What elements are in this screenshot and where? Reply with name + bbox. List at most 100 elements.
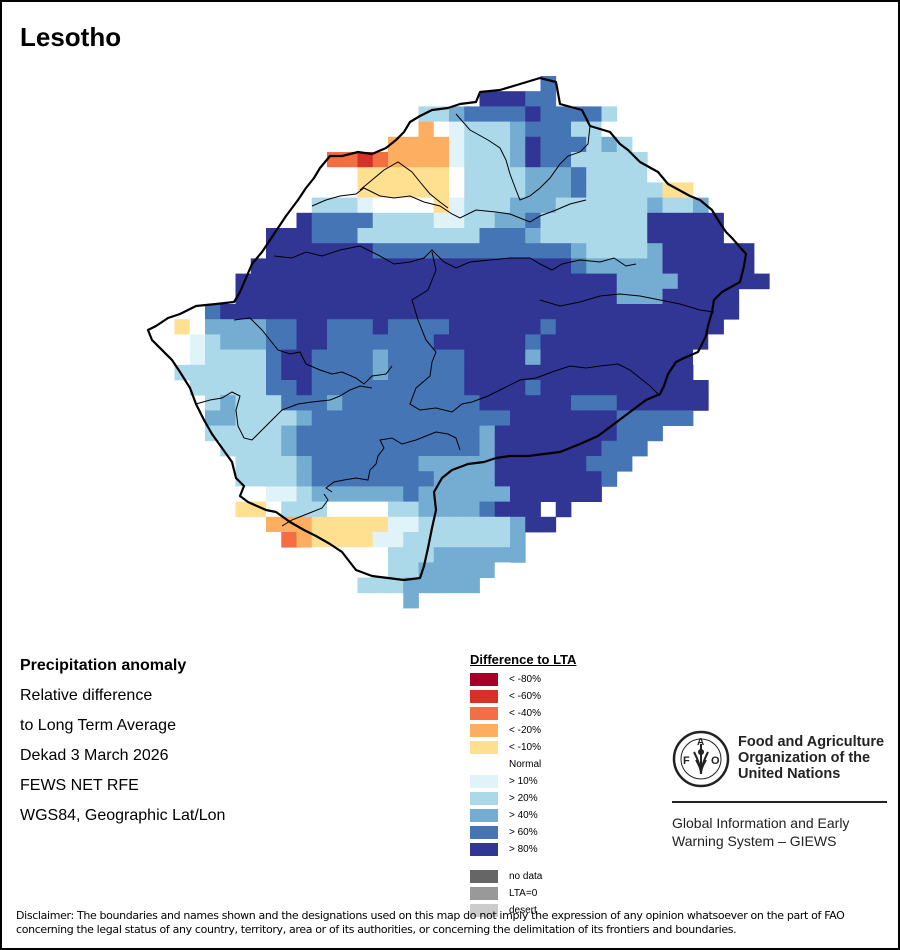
raster-cell	[281, 440, 297, 457]
raster-cell	[494, 304, 511, 320]
raster-cell	[586, 319, 602, 335]
raster-cell	[433, 273, 450, 290]
raster-cell	[479, 288, 496, 305]
raster-cell	[647, 212, 663, 229]
raster-cell	[494, 121, 511, 138]
raster-cell	[464, 425, 480, 442]
raster-cell	[357, 167, 374, 183]
raster-cell	[464, 136, 480, 153]
raster-cell	[494, 167, 511, 183]
raster-cell	[632, 425, 648, 442]
raster-cell	[601, 349, 618, 366]
raster-cell	[586, 182, 602, 198]
raster-cell	[616, 152, 633, 168]
raster-cell	[510, 288, 526, 305]
raster-cell	[418, 243, 435, 259]
raster-cell	[510, 349, 526, 366]
raster-cell	[357, 456, 374, 472]
raster-cell	[510, 91, 526, 107]
raster-cell	[235, 319, 252, 335]
raster-cell	[555, 273, 572, 290]
raster-cell	[220, 410, 236, 426]
raster-cell	[266, 273, 282, 290]
raster-cell	[296, 212, 313, 229]
raster-cell	[540, 471, 557, 487]
raster-cell	[281, 516, 297, 533]
disclaimer: Disclaimer: The boundaries and names sho…	[16, 909, 886, 937]
raster-cell	[388, 167, 404, 183]
raster-cell	[433, 456, 450, 472]
raster-cell	[357, 486, 374, 502]
legend-item: > 40%	[470, 807, 576, 824]
raster-cell	[250, 349, 267, 366]
district-boundary	[195, 385, 373, 441]
legend-item: < -10%	[470, 739, 576, 756]
raster-cell	[235, 380, 252, 396]
raster-cell	[418, 486, 435, 502]
raster-cell	[327, 152, 343, 168]
legend-item: > 10%	[470, 773, 576, 790]
raster-cell	[540, 182, 557, 198]
raster-cell	[632, 167, 648, 183]
legend-item: < -60%	[470, 688, 576, 705]
raster-cell	[189, 334, 206, 350]
raster-cell	[464, 167, 480, 183]
raster-cell	[616, 136, 633, 153]
raster-cells	[174, 76, 770, 609]
raster-cell	[266, 425, 282, 442]
raster-cell	[372, 440, 389, 457]
raster-cell	[464, 258, 480, 274]
raster-cell	[555, 136, 572, 153]
fao-name-line1: Food and Agriculture	[738, 734, 885, 750]
raster-cell	[510, 516, 526, 533]
raster-cell	[311, 349, 328, 366]
raster-cell	[616, 425, 633, 442]
raster-cell	[479, 167, 496, 183]
raster-cell	[616, 319, 633, 335]
raster-cell	[525, 197, 541, 214]
raster-cell	[616, 440, 633, 457]
raster-cell	[464, 440, 480, 457]
legend-item: desert	[470, 902, 576, 919]
raster-cell	[616, 182, 633, 198]
raster-cell	[647, 182, 663, 198]
raster-cell	[433, 288, 450, 305]
raster-cell	[296, 273, 313, 290]
raster-cell	[342, 532, 358, 548]
raster-cell	[601, 182, 618, 198]
raster-cell	[662, 395, 679, 411]
raster-cell	[449, 121, 465, 138]
raster-cell	[723, 288, 740, 305]
raster-cell	[510, 167, 526, 183]
raster-cell	[327, 471, 343, 487]
raster-cell	[494, 197, 511, 214]
raster-cell	[388, 136, 404, 153]
raster-cell	[449, 440, 465, 457]
raster-cell	[647, 273, 663, 290]
legend-title: Difference to LTA	[470, 652, 577, 667]
raster-cell	[586, 471, 602, 487]
raster-cell	[296, 410, 313, 426]
raster-cell	[433, 562, 450, 578]
legend-label: desert	[509, 905, 537, 916]
raster-cell	[601, 456, 618, 472]
raster-cell	[433, 319, 450, 335]
raster-cell	[464, 486, 480, 502]
legend-swatch	[470, 809, 498, 822]
raster-cell	[540, 91, 557, 107]
raster-cell	[281, 486, 297, 502]
raster-cell	[281, 425, 297, 442]
raster-cell	[235, 304, 252, 320]
raster-cell	[296, 380, 313, 396]
raster-cell	[357, 380, 374, 396]
raster-cell	[494, 258, 511, 274]
raster-cell	[525, 228, 541, 244]
raster-cell	[327, 334, 343, 350]
raster-cell	[418, 228, 435, 244]
raster-cell	[540, 349, 557, 366]
raster-cell	[494, 91, 511, 107]
raster-cell	[494, 395, 511, 411]
raster-cell	[555, 334, 572, 350]
raster-cell	[693, 349, 709, 366]
raster-cell	[601, 380, 618, 396]
